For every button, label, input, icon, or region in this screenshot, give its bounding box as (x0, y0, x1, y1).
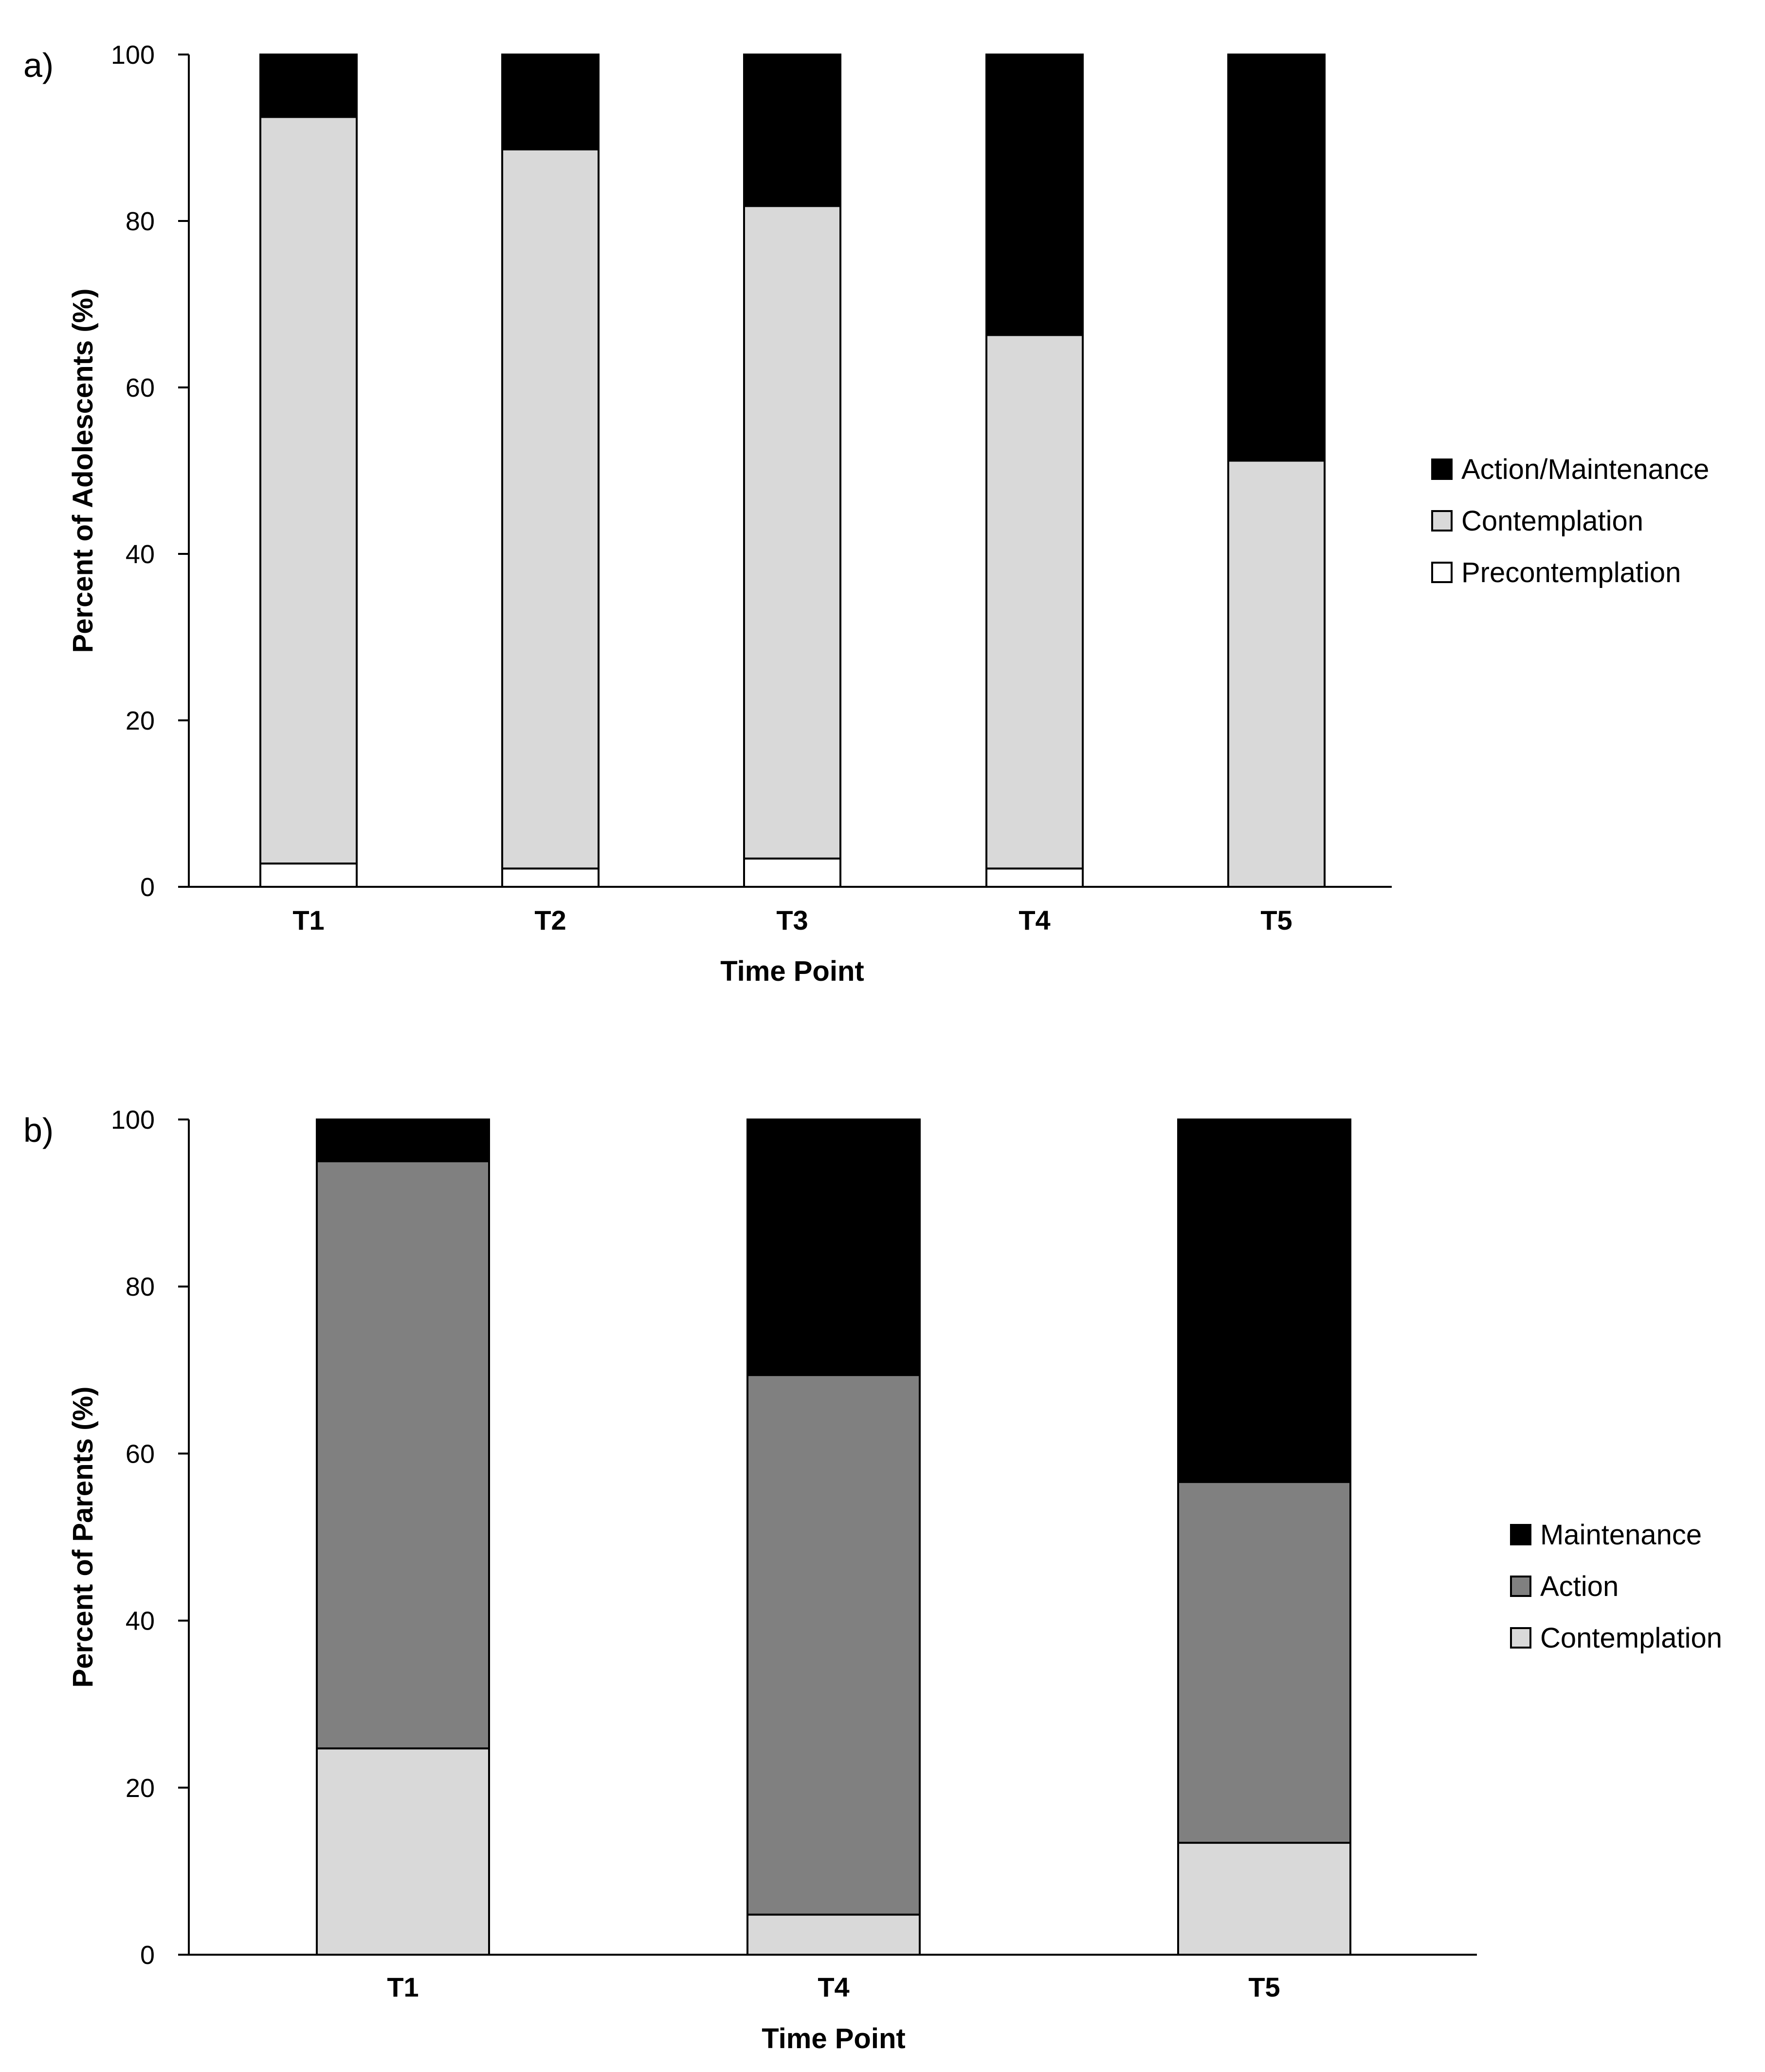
panel-label-b: b) (23, 1111, 54, 1149)
x-axis-title-b: Time Point (762, 2023, 905, 2054)
legend-swatch-a-contemplation (1431, 510, 1453, 532)
panel-label-a: a) (23, 46, 54, 84)
y-tick-label-b-0: 0 (140, 1941, 155, 1970)
bar-a-T1-contemplation (259, 116, 358, 865)
y-tick-label-a-100: 100 (111, 40, 155, 70)
x-tick-label-a-T5: T5 (1260, 905, 1292, 935)
y-tick-label-a-0: 0 (140, 873, 155, 902)
bar-a-T3-precontemplation (743, 857, 841, 888)
legend-swatch-b-contemplation (1510, 1627, 1531, 1649)
legend-label-a-precontemplation: Precontemplation (1461, 557, 1681, 588)
y-tick-label-b-20: 20 (126, 1774, 155, 1803)
y-axis-title-a: Percent of Adolescents (%) (67, 289, 99, 653)
bar-b-T1-maintenance (316, 1119, 490, 1162)
x-tick-label-b-T5: T5 (1248, 1972, 1280, 2002)
y-tick-label-a-20: 20 (126, 706, 155, 735)
x-axis-title-a: Time Point (720, 955, 864, 987)
bar-a-T2-action-maintenance (501, 54, 600, 150)
x-tick-label-b-T1: T1 (387, 1972, 419, 2002)
y-tick-label-a-80: 80 (126, 207, 155, 236)
legend-label-b-contemplation: Contemplation (1540, 1622, 1722, 1654)
bar-a-T4-precontemplation (985, 867, 1084, 888)
bar-a-T3-contemplation (743, 205, 841, 860)
legend-swatch-a-action-maintenance (1431, 458, 1453, 480)
legend-swatch-a-precontemplation (1431, 562, 1453, 583)
x-tick-label-b-T4: T4 (818, 1972, 849, 2002)
legend-label-a-contemplation: Contemplation (1461, 505, 1643, 537)
bar-a-T5-action-maintenance (1227, 54, 1326, 462)
legend-swatch-b-action (1510, 1576, 1531, 1597)
legend-label-a-action-maintenance: Action/Maintenance (1461, 454, 1709, 485)
bar-b-T4-maintenance (746, 1119, 921, 1376)
y-tick-label-b-100: 100 (111, 1105, 155, 1135)
x-tick-label-a-T3: T3 (776, 905, 808, 935)
y-tick-label-a-40: 40 (126, 540, 155, 569)
y-tick-label-b-60: 60 (126, 1439, 155, 1468)
legend-swatch-b-maintenance (1510, 1524, 1531, 1545)
y-tick-label-a-60: 60 (126, 373, 155, 403)
bar-b-T5-contemplation (1177, 1842, 1351, 1956)
bar-a-T1-precontemplation (259, 862, 358, 888)
bar-b-T4-action (746, 1374, 921, 1916)
y-axis-title-b: Percent of Parents (%) (67, 1387, 99, 1688)
bar-b-T5-action (1177, 1481, 1351, 1844)
x-tick-label-a-T4: T4 (1019, 905, 1050, 935)
legend-label-b-action: Action (1540, 1571, 1619, 1602)
bar-a-T3-action-maintenance (743, 54, 841, 207)
bar-a-T1-action-maintenance (259, 54, 358, 118)
bar-a-T5-contemplation (1227, 459, 1326, 888)
y-tick-label-b-80: 80 (126, 1272, 155, 1302)
bar-b-T4-contemplation (746, 1913, 921, 1956)
bar-b-T1-action (316, 1160, 490, 1750)
legend-label-b-maintenance: Maintenance (1540, 1519, 1702, 1551)
bar-b-T5-maintenance (1177, 1119, 1351, 1483)
bar-b-T1-contemplation (316, 1747, 490, 1956)
bar-a-T4-action-maintenance (985, 54, 1084, 336)
x-tick-label-a-T1: T1 (292, 905, 324, 935)
bar-a-T2-precontemplation (501, 867, 600, 888)
bar-a-T4-contemplation (985, 334, 1084, 870)
bar-a-T2-contemplation (501, 148, 600, 870)
y-tick-label-b-40: 40 (126, 1607, 155, 1636)
x-tick-label-a-T2: T2 (534, 905, 566, 935)
